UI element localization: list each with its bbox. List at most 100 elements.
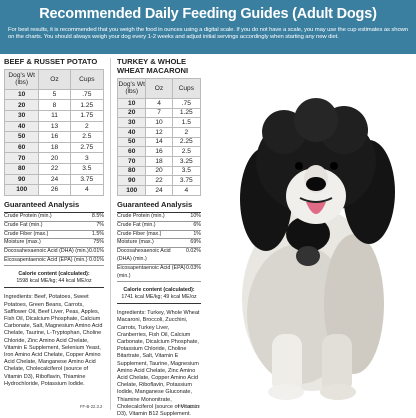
amount-cell: 2.5 xyxy=(171,146,202,157)
product-code: FF-T-22.1.2 xyxy=(178,404,200,409)
amount-cell: 3.75 xyxy=(171,175,202,186)
table-row: 60 18 2.75 xyxy=(3,141,105,154)
analysis-label: Eicosapentaenoic Acid (EPA) (min.) xyxy=(4,257,88,264)
analysis-box: Crude Protein (min.) 10% Crude Fat (min.) 6… xyxy=(117,211,201,282)
table-row: 80 20 3.5 xyxy=(116,165,202,177)
table-row: 70 18 3.25 xyxy=(116,155,202,167)
dog-head xyxy=(240,98,395,251)
table-row: 30 11 1.75 xyxy=(3,110,105,122)
amount-cell: 4 xyxy=(69,184,105,196)
amount-cell: 22 xyxy=(145,175,173,186)
table-row: 80 22 3.5 xyxy=(3,162,105,175)
weight-cell: 90 xyxy=(116,175,147,186)
weight-cell: 20 xyxy=(3,99,40,111)
analysis-title: Guaranteed Analysis xyxy=(117,199,193,209)
column-header: Oz xyxy=(38,69,71,90)
weight-cell: 60 xyxy=(3,141,40,154)
analysis-value: 1% xyxy=(193,230,201,237)
analysis-row: Docosahexaenoic Acid (DHA) (min.) 0.02% xyxy=(117,248,201,266)
feeding-table: Dog's Wt (lbs) Oz Cups 10 5.75 20 8 1.25 30 11 1.7… xyxy=(3,69,105,196)
calorie-content: Calorie content (calculated): 1598 kcal M… xyxy=(4,271,104,289)
weight-cell: 70 xyxy=(3,152,40,164)
table-row: 40 13 2 xyxy=(3,120,105,133)
weight-cell: 60 xyxy=(116,146,147,157)
table-row: 10 5.75 xyxy=(3,88,105,101)
analysis-row: Crude Fat (min.) 7% xyxy=(4,222,104,231)
table-row: 60 16 2.5 xyxy=(116,146,202,157)
calorie-value: 1598 kcal ME/kg; 44 kcal ME/oz xyxy=(16,277,92,284)
amount-cell: 20 xyxy=(38,152,71,164)
analysis-value: 0.02% xyxy=(185,248,201,255)
amount-cell: 12 xyxy=(145,126,173,138)
amount-cell: 2 xyxy=(69,120,105,133)
weight-cell: 50 xyxy=(3,131,40,143)
analysis-row: Eicosapentaenoic Acid (EPA) (min.) 0.03% xyxy=(117,265,201,282)
amount-cell: 3 xyxy=(69,152,105,164)
amount-cell: 1.25 xyxy=(69,99,105,111)
table-row: 70 20 3 xyxy=(3,152,105,164)
product-name: TURKEY & WHOLE WHEAT MACARONI xyxy=(117,57,189,75)
analysis-label: Moisture (max.) xyxy=(4,239,41,246)
amount-cell: 3.5 xyxy=(171,165,202,177)
amount-cell: 16 xyxy=(145,146,173,157)
amount-cell: 4 xyxy=(145,97,173,109)
amount-cell: 3.25 xyxy=(171,155,202,167)
analysis-row: Moisture (max.) 75% xyxy=(4,239,104,249)
weight-cell: 70 xyxy=(116,155,147,167)
feeding-table: Dog's Wt (lbs) Oz Cups 10 4.75 20 7 1.25 30 10 1.5… xyxy=(116,78,202,196)
calorie-label: Calorie content (calculated): xyxy=(18,271,90,278)
product-column: BEEF & RUSSET POTATO Dog's Wt (lbs) Oz Cups… xyxy=(3,57,105,388)
table-row: 50 16 2.5 xyxy=(3,131,105,143)
calorie-value: 1741 kcal ME/kg; 49 kcal ME/oz xyxy=(121,293,197,300)
weight-cell: 40 xyxy=(3,120,40,133)
analysis-label: Docosahexaenoic Acid (DHA) (min.) xyxy=(4,248,89,255)
weight-cell: 10 xyxy=(116,97,147,109)
amount-cell: 3.5 xyxy=(69,162,105,175)
table-row: 90 22 3.75 xyxy=(116,175,202,186)
weight-cell: 50 xyxy=(116,136,147,148)
table-row: 20 7 1.25 xyxy=(116,107,202,119)
column-header: Cups xyxy=(69,69,105,90)
analysis-row: Eicosapentaenoic Acid (EPA) (min.) 0.01% xyxy=(4,257,104,267)
ingredients: Ingredients: Turkey, Whole Wheat Macaron… xyxy=(117,310,200,417)
amount-cell: 2 xyxy=(171,126,202,138)
table-row: 40 12 2 xyxy=(116,126,202,138)
amount-cell: 10 xyxy=(145,117,173,128)
column-header: Oz xyxy=(145,78,173,99)
analysis-value: 1.5% xyxy=(91,230,104,237)
analysis-value: 0.01% xyxy=(88,257,104,264)
ingredients: Ingredients: Beef, Potatoes, Sweet Potat… xyxy=(4,294,103,387)
amount-cell: .75 xyxy=(69,88,105,101)
table-row: 100 24 4 xyxy=(116,185,202,196)
weight-cell: 100 xyxy=(3,184,40,196)
dog-photo xyxy=(240,98,395,400)
intro-text: For best results, it is recommended that… xyxy=(8,27,408,41)
analysis-label: Docosahexaenoic Acid (DHA) (min.) xyxy=(117,248,171,263)
analysis-label: Moisture (max.) xyxy=(117,239,154,246)
column-header: Dog's Wt (lbs) xyxy=(3,69,40,90)
analysis-value: 7% xyxy=(96,221,104,228)
analysis-row: Crude Protein (min.) 10% xyxy=(117,211,201,222)
amount-cell: 3.75 xyxy=(69,173,105,186)
analysis-row: Docosahexaenoic Acid (DHA) (min.) 0.01% xyxy=(4,248,104,258)
amount-cell: 1.75 xyxy=(69,110,105,122)
amount-cell: 20 xyxy=(145,165,173,177)
amount-cell: 13 xyxy=(38,120,71,133)
weight-cell: 10 xyxy=(3,88,40,101)
weight-cell: 40 xyxy=(116,126,147,138)
product-code: FF-B-22.3.2 xyxy=(80,404,103,409)
analysis-label: Crude Fat (min.) xyxy=(4,221,43,228)
analysis-value: 0.01% xyxy=(88,248,104,255)
amount-cell: .75 xyxy=(171,97,202,109)
weight-cell: 30 xyxy=(116,117,147,128)
table-row: 10 4.75 xyxy=(116,97,202,109)
analysis-value: 0.03% xyxy=(185,265,201,272)
amount-cell: 24 xyxy=(38,173,71,186)
amount-cell: 18 xyxy=(38,141,71,154)
weight-cell: 90 xyxy=(3,173,40,186)
amount-cell: 4 xyxy=(171,185,202,196)
analysis-value: 69% xyxy=(190,239,201,246)
amount-cell: 14 xyxy=(145,136,173,148)
page-title: Recommended Daily Feeding Guides (Adult … xyxy=(39,6,377,22)
analysis-label: Crude Fiber (max.) xyxy=(117,230,162,237)
